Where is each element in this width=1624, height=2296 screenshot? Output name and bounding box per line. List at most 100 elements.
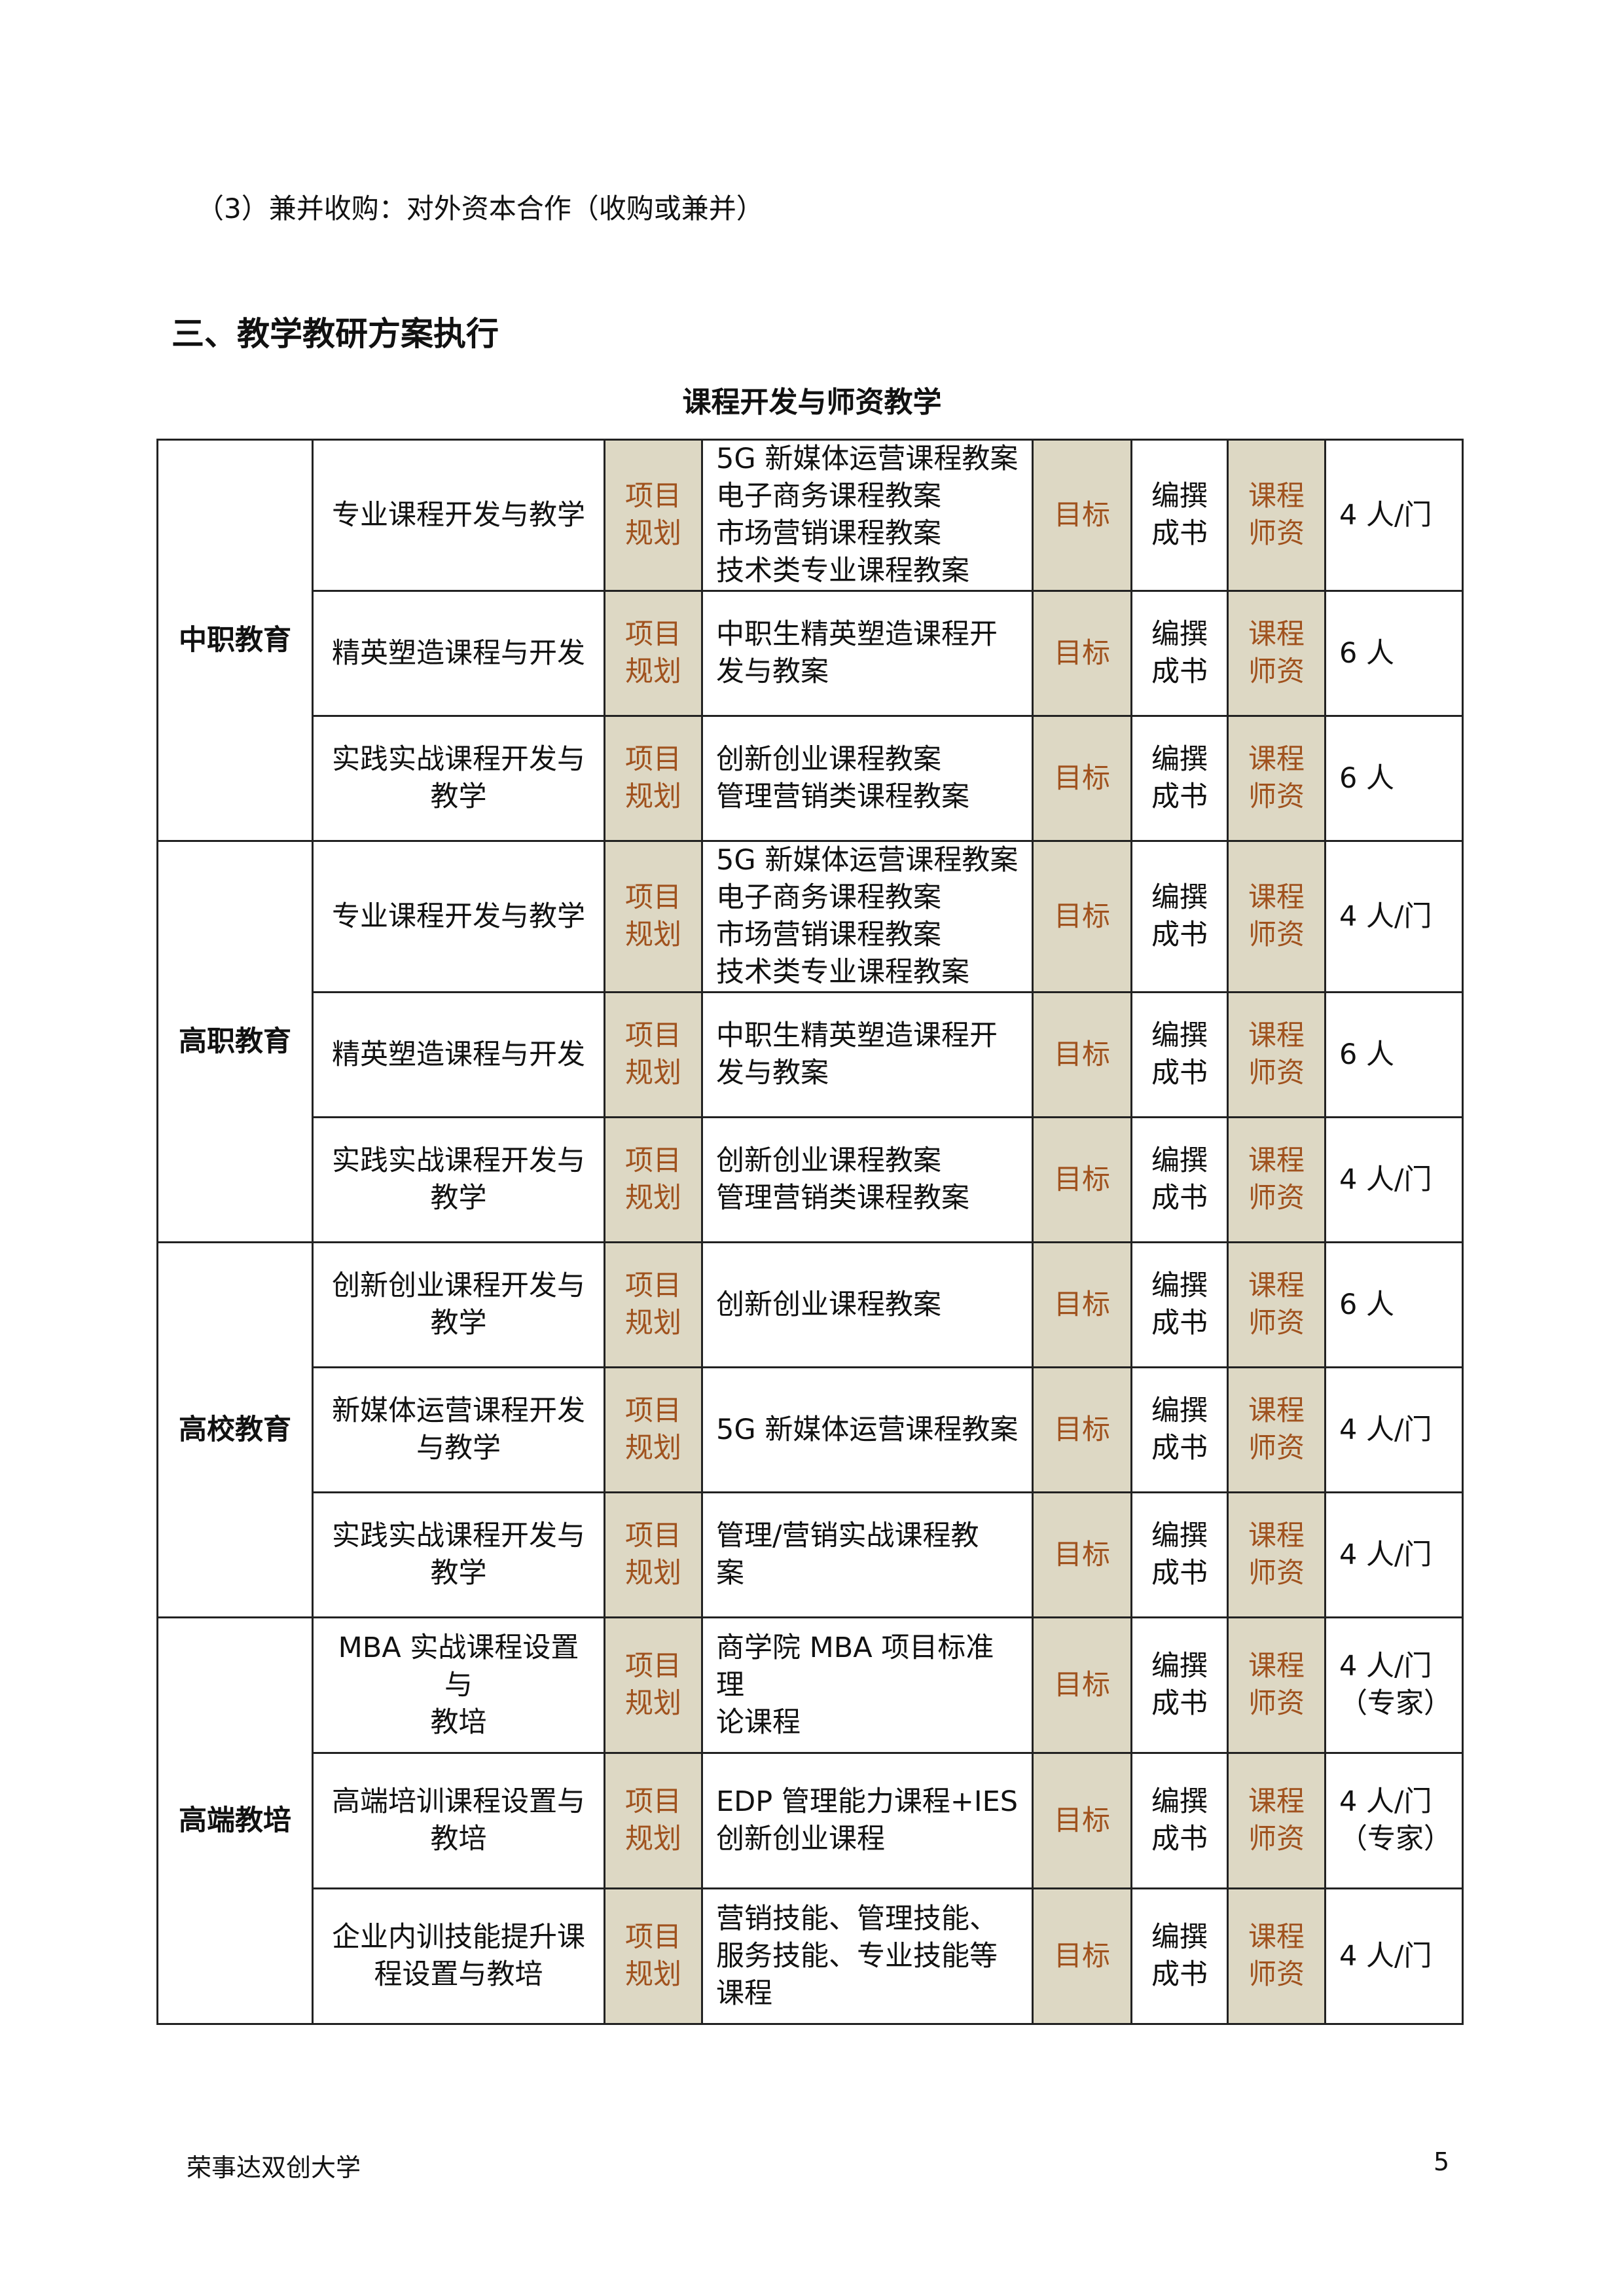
goal-cell: 目标: [1032, 1491, 1132, 1618]
content-cell: 中职生精英塑造课程开 发与教案: [701, 590, 1034, 717]
table-row: 中职教育 专业课程开发与教学 项目 规划 5G 新媒体运营课程教案 电子商务课程教案 市场营…: [156, 439, 1464, 842]
teacher-cell: 课程 师资: [1227, 715, 1326, 842]
teacher-cell: 课程 师资: [1227, 991, 1326, 1118]
goal-cell: 目标: [1032, 439, 1132, 592]
table-row: 精英塑造课程与开发 项目 规划 中职生精英塑造课程开 发与教案 目标 编撰 成书 课程 师资 6 人: [158, 590, 1464, 717]
staff-cell: 4 人/门: [1324, 1491, 1464, 1618]
book-cell: 编撰 成书: [1130, 715, 1229, 842]
goal-cell: 目标: [1032, 1616, 1132, 1754]
course-name-cell: 高端培训课程设置与 教培: [312, 1752, 605, 1889]
paragraph: （3）兼并收购：对外资本合作（收购或兼并）: [196, 192, 764, 225]
teacher-cell: 课程 师资: [1227, 439, 1326, 592]
content-cell: 创新创业课程教案 管理营销类课程教案: [701, 715, 1034, 842]
page-number: 5: [1434, 2147, 1450, 2176]
staff-cell: 4 人/门 （专家）: [1324, 1752, 1464, 1889]
teacher-cell: 课程 师资: [1227, 1116, 1326, 1243]
table-row: 高端培训课程设置与 教培 项目 规划 EDP 管理能力课程+IES 创新创业课程 目标 编撰成…: [158, 1752, 1464, 1889]
table-row: 高端教培 MBA 实战课程设置与 教培 项目 规划 商学院 MBA 项目标准理 论课程 目标编…: [156, 1616, 1464, 2025]
course-name-cell: MBA 实战课程设置与 教培: [312, 1616, 605, 1754]
plan-cell: 项目 规划: [604, 590, 703, 717]
content-cell: 创新创业课程教案 管理营销类课程教案: [701, 1116, 1034, 1243]
plan-cell: 项目 规划: [604, 1366, 703, 1493]
table-row: 精英塑造课程与开发 项目 规划 中职生精英塑造课程开 发与教案 目标 编撰 成书 课程 师资 6 人: [158, 991, 1464, 1118]
book-cell: 编撰 成书: [1130, 590, 1229, 717]
book-cell: 编撰 成书: [1130, 991, 1229, 1118]
content-cell: 营销技能、管理技能、 服务技能、专业技能等 课程: [701, 1887, 1034, 2025]
goal-cell: 目标: [1032, 715, 1132, 842]
table-row: 实践实战课程开发与 教学 项目 规划 创新创业课程教案 管理营销类课程教案 目标 编撰 成书 课程…: [158, 1116, 1464, 1243]
course-table: 中职教育 专业课程开发与教学 项目 规划 5G 新媒体运营课程教案 电子商务课程教案 市场营…: [156, 439, 1464, 2025]
content-cell: 5G 新媒体运营课程教案 电子商务课程教案 市场营销课程教案 技术类专业课程教案: [701, 439, 1034, 592]
goal-cell: 目标: [1032, 840, 1132, 993]
teacher-cell: 课程 师资: [1227, 1887, 1326, 2025]
footer-org: 荣事达双创大学: [187, 2153, 361, 2182]
plan-cell: 项目 规划: [604, 715, 703, 842]
content-cell: 商学院 MBA 项目标准理 论课程: [701, 1616, 1034, 1754]
plan-cell: 项目 规划: [604, 1616, 703, 1754]
staff-cell: 6 人: [1324, 590, 1464, 717]
book-cell: 编撰 成书: [1130, 439, 1229, 592]
course-name-cell: 新媒体运营课程开发 与教学: [312, 1366, 605, 1493]
staff-cell: 4 人/门: [1324, 840, 1464, 993]
plan-cell: 项目 规划: [604, 1752, 703, 1889]
content-cell: EDP 管理能力课程+IES 创新创业课程: [701, 1752, 1034, 1889]
course-name-cell: 创新创业课程开发与 教学: [312, 1241, 605, 1368]
course-name-cell: 精英塑造课程与开发: [312, 991, 605, 1118]
book-cell: 编撰 成书: [1130, 1491, 1229, 1618]
content-cell: 5G 新媒体运营课程教案 电子商务课程教案 市场营销课程教案 技术类专业课程教案: [701, 840, 1034, 993]
staff-cell: 4 人/门: [1324, 1887, 1464, 2025]
staff-cell: 4 人/门: [1324, 439, 1464, 592]
table-row: 高职教育 专业课程开发与教学 项目 规划 5G 新媒体运营课程教案 电子商务课程教案 市场营…: [156, 840, 1464, 1243]
table-row: 实践实战课程开发与 教学 项目 规划 创新创业课程教案 管理营销类课程教案 目标 编撰 成书 课程…: [158, 715, 1464, 842]
table-row: 高校教育 创新创业课程开发与 教学 项目 规划 创新创业课程教案 目标 编撰 成书 课程 师资 6 人: [156, 1241, 1464, 1618]
course-name-cell: 实践实战课程开发与 教学: [312, 1116, 605, 1243]
table-row: 企业内训技能提升课 程设置与教培 项目 规划 营销技能、管理技能、 服务技能、专业技能等课…: [158, 1887, 1464, 2025]
table-caption: 课程开发与师资教学: [682, 386, 942, 419]
teacher-cell: 课程 师资: [1227, 840, 1326, 993]
plan-cell: 项目 规划: [604, 1491, 703, 1618]
teacher-cell: 课程 师资: [1227, 590, 1326, 717]
teacher-cell: 课程 师资: [1227, 1752, 1326, 1889]
course-name-cell: 专业课程开发与教学: [312, 840, 605, 993]
staff-cell: 4 人/门 （专家）: [1324, 1616, 1464, 1754]
goal-cell: 目标: [1032, 1116, 1132, 1243]
book-cell: 编撰 成书: [1130, 1116, 1229, 1243]
group-label: 中职教育: [156, 439, 314, 842]
group-label: 高校教育: [156, 1241, 314, 1618]
goal-cell: 目标: [1032, 991, 1132, 1118]
group-label: 高端教培: [156, 1616, 314, 2025]
book-cell: 编撰 成书: [1130, 840, 1229, 993]
plan-cell: 项目 规划: [604, 991, 703, 1118]
teacher-cell: 课程 师资: [1227, 1366, 1326, 1493]
staff-cell: 4 人/门: [1324, 1366, 1464, 1493]
book-cell: 编撰 成书: [1130, 1366, 1229, 1493]
goal-cell: 目标: [1032, 1241, 1132, 1368]
book-cell: 编撰 成书: [1130, 1887, 1229, 2025]
course-name-cell: 企业内训技能提升课 程设置与教培: [312, 1887, 605, 2025]
staff-cell: 6 人: [1324, 991, 1464, 1118]
plan-cell: 项目 规划: [604, 439, 703, 592]
content-cell: 5G 新媒体运营课程教案: [701, 1366, 1034, 1493]
group-label: 高职教育: [156, 840, 314, 1243]
book-cell: 编撰 成书: [1130, 1241, 1229, 1368]
plan-cell: 项目 规划: [604, 1887, 703, 2025]
goal-cell: 目标: [1032, 1366, 1132, 1493]
content-cell: 创新创业课程教案: [701, 1241, 1034, 1368]
course-name-cell: 精英塑造课程与开发: [312, 590, 605, 717]
content-cell: 中职生精英塑造课程开 发与教案: [701, 991, 1034, 1118]
goal-cell: 目标: [1032, 590, 1132, 717]
teacher-cell: 课程 师资: [1227, 1491, 1326, 1618]
content-cell: 管理/营销实战课程教案: [701, 1491, 1034, 1618]
staff-cell: 6 人: [1324, 1241, 1464, 1368]
staff-cell: 4 人/门: [1324, 1116, 1464, 1243]
book-cell: 编撰 成书: [1130, 1752, 1229, 1889]
book-cell: 编撰 成书: [1130, 1616, 1229, 1754]
course-name-cell: 实践实战课程开发与 教学: [312, 1491, 605, 1618]
course-name-cell: 专业课程开发与教学: [312, 439, 605, 592]
teacher-cell: 课程 师资: [1227, 1616, 1326, 1754]
staff-cell: 6 人: [1324, 715, 1464, 842]
plan-cell: 项目 规划: [604, 840, 703, 993]
goal-cell: 目标: [1032, 1752, 1132, 1889]
course-name-cell: 实践实战课程开发与 教学: [312, 715, 605, 842]
table-row: 新媒体运营课程开发 与教学 项目 规划 5G 新媒体运营课程教案 目标 编撰 成书 课程 师资 4 …: [158, 1366, 1464, 1493]
